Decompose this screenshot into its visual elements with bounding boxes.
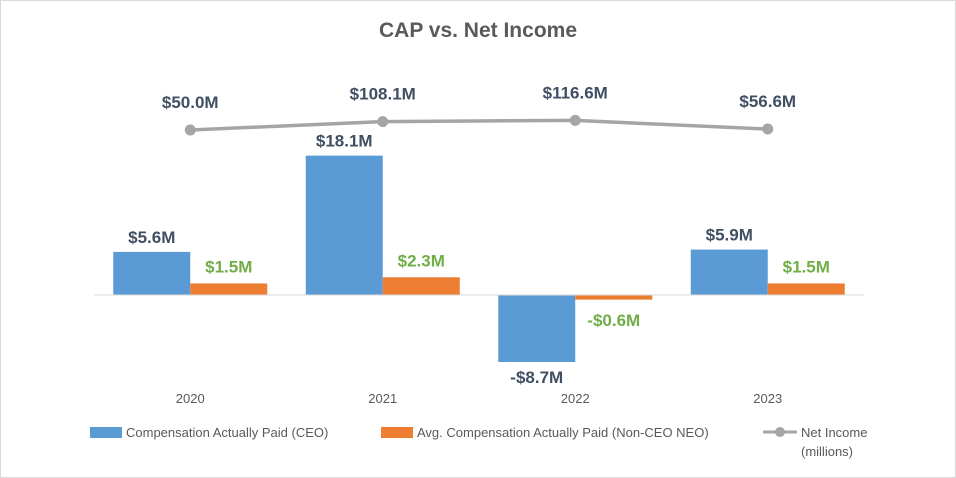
data-label-ceo-2022: -$8.7M (510, 368, 563, 387)
bar-neo-2021 (383, 277, 460, 295)
bar-ceo-2022 (498, 295, 575, 362)
legend-label-ceo: Compensation Actually Paid (CEO) (126, 425, 328, 440)
net-income-line-layer (185, 115, 774, 136)
data-label-neo-2023: $1.5M (783, 257, 830, 276)
data-label-neo-2020: $1.5M (205, 257, 252, 276)
legend: Compensation Actually Paid (CEO) Avg. Co… (90, 425, 867, 459)
x-tick-2021: 2021 (368, 391, 397, 406)
x-tick-2022: 2022 (561, 391, 590, 406)
data-label-ceo-2021: $18.1M (316, 132, 373, 151)
net-income-line (190, 120, 768, 130)
net-income-point-2020 (185, 125, 196, 136)
legend-label-net-income: Net Income (801, 425, 867, 440)
legend-swatch-neo (381, 427, 413, 438)
chart: CAP vs. Net Income $5.6M $1.5M $18.1M $2.3M… (0, 0, 956, 478)
bar-ceo-2021 (306, 156, 383, 295)
x-tick-2023: 2023 (753, 391, 782, 406)
bar-ceo-2020 (113, 252, 190, 295)
legend-label-net-income-unit: (millions) (801, 444, 853, 459)
net-income-point-2021 (377, 116, 388, 127)
bar-neo-2022 (575, 295, 652, 300)
net-income-point-2022 (570, 115, 581, 126)
legend-label-neo: Avg. Compensation Actually Paid (Non-CEO… (417, 425, 709, 440)
data-label-ceo-2023: $5.9M (706, 226, 753, 245)
x-tick-2020: 2020 (176, 391, 205, 406)
chart-title: CAP vs. Net Income (379, 19, 577, 42)
legend-swatch-ceo (90, 427, 122, 438)
data-label-neo-2021: $2.3M (398, 251, 445, 270)
legend-marker-net-income (775, 427, 785, 437)
data-label-net-income-2022: $116.6M (543, 83, 608, 102)
bar-neo-2023 (768, 283, 845, 295)
data-label-net-income-2021: $108.1M (350, 85, 416, 104)
data-label-net-income-2020: $50.0M (162, 93, 219, 112)
data-label-net-income-2023: $56.6M (739, 92, 796, 111)
x-axis-ticks: 2020 2021 2022 2023 (176, 391, 782, 406)
bar-neo-2020 (190, 283, 267, 295)
data-label-ceo-2020: $5.6M (128, 228, 175, 247)
data-label-neo-2022: -$0.6M (587, 311, 640, 330)
bar-ceo-2023 (691, 250, 768, 295)
net-income-point-2023 (762, 124, 773, 135)
